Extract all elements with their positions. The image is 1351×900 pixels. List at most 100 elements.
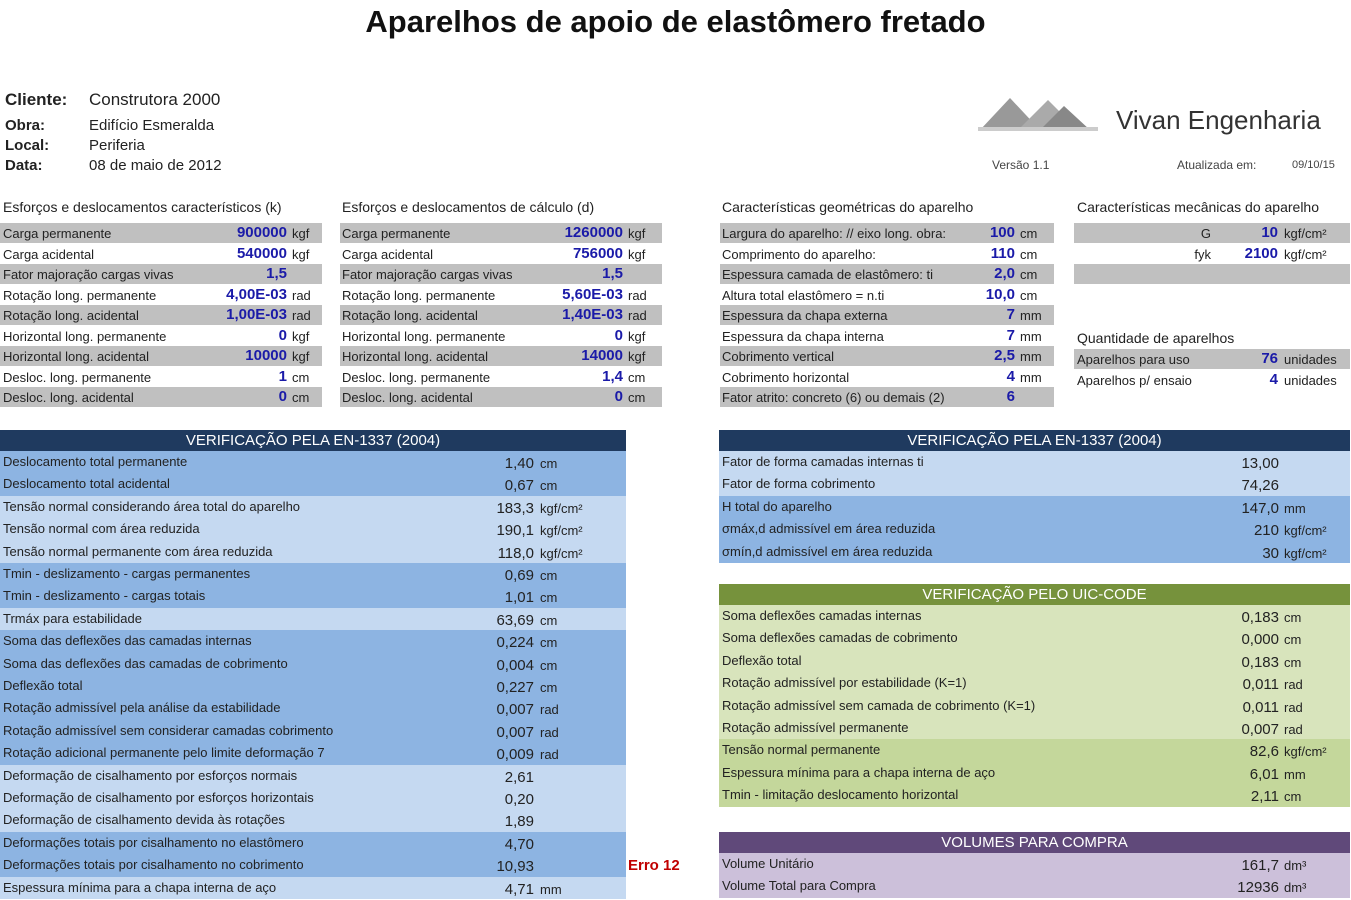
row-unit: rad (1284, 699, 1303, 715)
input-label: Espessura da chapa interna (722, 328, 884, 344)
row-unit: kgf/cm² (540, 500, 583, 516)
input-unit: cm (1020, 226, 1038, 241)
input-value: 900000 (236, 224, 287, 241)
input-unit: cm (628, 369, 646, 385)
input-unit: cm (292, 369, 310, 385)
input-label: Horizontal long. acidental (3, 349, 149, 364)
row-label: H total do aparelho (722, 498, 832, 514)
table-title: VERIFICAÇÃO PELA EN-1337 (2004) (185, 432, 441, 449)
input-unit: kgf (292, 246, 310, 262)
input-label: Cobrimento vertical (722, 349, 834, 364)
input-value: 1,40E-03 (562, 306, 623, 323)
input-unit: cm (628, 390, 646, 405)
input-value: 1,5 (266, 265, 287, 282)
input-unit: kgf (292, 349, 310, 364)
company-name: Vivan Engenharia (1116, 105, 1321, 135)
row-label: Deformação de cisalhamento por esforços … (3, 790, 314, 805)
table-row (719, 784, 1350, 807)
table-row (0, 697, 626, 720)
table-row (0, 652, 626, 675)
row-unit: mm (540, 881, 562, 897)
section-title: Características mecânicas do aparelho (1077, 199, 1320, 215)
row-band (340, 346, 662, 366)
data-label: Data: (5, 157, 43, 174)
table-title: VERIFICAÇÃO PELA EN-1337 (2004) (907, 432, 1162, 449)
row-unit: mm (1284, 766, 1306, 782)
input-unit: cm (1020, 287, 1038, 303)
table-row (0, 518, 626, 541)
table-row (719, 649, 1350, 673)
input-unit: mm (1020, 308, 1042, 323)
table-row (0, 495, 626, 519)
input-unit: mm (1020, 349, 1042, 364)
input-value: 100 (989, 224, 1015, 241)
input-value: 4 (1269, 370, 1278, 388)
table-row (0, 473, 626, 496)
row-value: 183,3 (496, 499, 534, 517)
row-value: 0,67 (504, 477, 534, 495)
input-value: 2,5 (994, 347, 1015, 364)
row-value: 0,183 (1241, 653, 1279, 671)
input-value: 0 (278, 326, 287, 344)
table-row (719, 518, 1350, 541)
input-unit: unidades (1284, 352, 1337, 367)
row-unit: rad (540, 724, 559, 740)
logo-mountains (978, 98, 1098, 131)
row-band (340, 387, 662, 407)
table-row (719, 761, 1350, 785)
input-label: Carga permanente (3, 226, 112, 241)
row-label: Deformação de cisalhamento devida às rot… (3, 812, 285, 828)
input-label: Espessura camada de elastômero: ti (722, 267, 933, 282)
input-value: 10 (1261, 224, 1278, 241)
input-label: fyk (1194, 246, 1211, 262)
input-value: 0 (614, 326, 623, 344)
input-unit: kgf (292, 226, 310, 241)
table-row (0, 764, 626, 787)
input-value: 2100 (1244, 244, 1278, 262)
input-value: 7 (1006, 306, 1015, 323)
input-value: 1,00E-03 (226, 306, 287, 323)
table-row (719, 694, 1350, 717)
table-row (0, 451, 626, 474)
client-label: Cliente: (5, 90, 68, 109)
input-value: 1,4 (602, 367, 623, 385)
input-label: Comprimento do aparelho: (722, 246, 876, 262)
row-value: 0,009 (496, 746, 534, 764)
row-unit: cm (540, 635, 558, 651)
row-unit: cm (540, 568, 558, 583)
row-label: Fator de forma camadas internas ti (722, 454, 924, 469)
row-unit: rad (540, 702, 559, 718)
row-value: 12936 (1237, 879, 1279, 897)
row-label: Rotação admissível por estabilidade (K=1… (722, 675, 967, 691)
table-header (0, 430, 626, 451)
row-label: Deflexão total (3, 678, 83, 693)
input-unit: kgf (628, 226, 646, 241)
input-label: Fator atrito: concreto (6) ou demais (2) (722, 390, 945, 405)
row-label: Tensão normal permanente com área reduzi… (3, 543, 273, 559)
row-band (0, 223, 322, 243)
row-unit: kgf/cm² (540, 545, 583, 561)
input-unit: kgf (628, 349, 646, 364)
row-label: Trmáx para estabilidade (3, 610, 142, 626)
row-label: Deformações totais por cisalhamento no e… (3, 834, 304, 850)
table-row (719, 739, 1350, 762)
row-label: Espessura mínima para a chapa interna de… (3, 879, 277, 895)
row-band (720, 305, 1054, 325)
row-value: 210 (1253, 522, 1279, 540)
input-value: 1,5 (602, 265, 623, 282)
row-value: 0,227 (496, 679, 534, 696)
row-label: Soma das deflexões das camadas internas (3, 633, 252, 649)
row-value: 1,89 (504, 813, 534, 831)
table-row (719, 495, 1350, 519)
row-unit: kgf/cm² (540, 523, 583, 539)
table-row (719, 473, 1350, 496)
table-row (0, 719, 626, 743)
local: Periferia (89, 137, 145, 154)
input-unit: kgf (628, 246, 646, 262)
row-label: Volume Total para Compra (722, 878, 876, 894)
error-note: Erro 12 (628, 857, 680, 874)
row-value: 161,7 (1241, 857, 1279, 874)
table-row (0, 585, 626, 608)
row-unit: cm (1284, 632, 1302, 648)
row-band (0, 305, 322, 325)
